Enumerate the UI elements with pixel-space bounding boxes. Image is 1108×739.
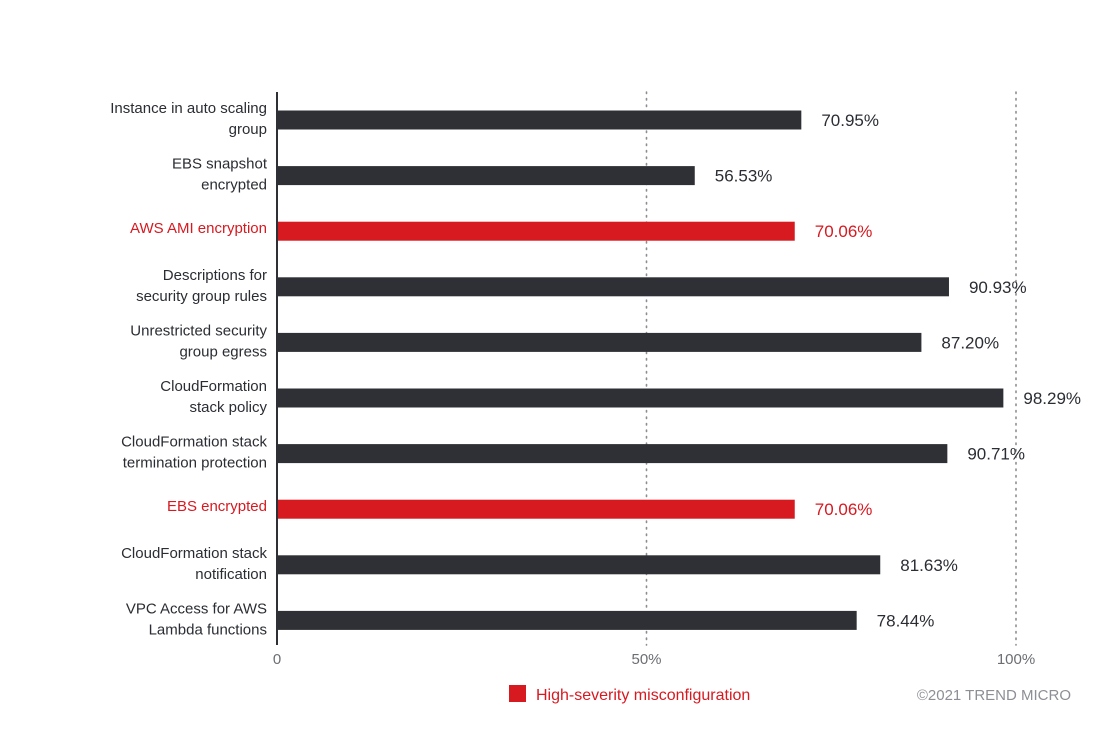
category-label-line: EBS encrypted <box>167 498 267 515</box>
bar <box>277 166 695 186</box>
category-label-line: stack policy <box>189 399 267 416</box>
category-label: Unrestricted security group egress <box>130 322 267 360</box>
legend: High-severity misconfiguration <box>509 685 750 704</box>
category-labels: Instance in auto scaling group EBS snapsho… <box>110 100 268 638</box>
category-label-line: EBS snapshot <box>172 156 268 173</box>
bar <box>277 610 857 630</box>
category-label-line: termination protection <box>123 455 267 472</box>
bar <box>277 221 795 241</box>
value-label: 70.06% <box>815 222 873 241</box>
bar <box>277 555 881 575</box>
category-label-line: notification <box>195 566 267 583</box>
category-label: AWS AMI encryption <box>130 220 267 237</box>
category-label-line: group egress <box>179 343 267 360</box>
value-label: 70.06% <box>815 500 873 519</box>
legend-label-high-severity: High-severity misconfiguration <box>536 687 750 704</box>
category-label: EBS snapshot encrypted <box>172 156 268 194</box>
category-label: CloudFormation stack notification <box>121 545 267 583</box>
x-tick-labels: 0 50% 100% <box>273 651 1035 668</box>
category-label: Descriptions for security group rules <box>136 267 267 305</box>
category-label: CloudFormation stack termination protecti… <box>121 434 267 472</box>
value-label: 90.71% <box>967 445 1025 464</box>
bars <box>277 110 1004 630</box>
category-label-line: CloudFormation stack <box>121 434 267 451</box>
value-label: 98.29% <box>1023 389 1081 408</box>
category-label: Instance in auto scaling group <box>110 100 267 138</box>
category-label: VPC Access for AWS Lambda functions <box>126 600 267 638</box>
value-label: 70.95% <box>821 111 879 130</box>
value-label: 81.63% <box>900 556 958 575</box>
bar <box>277 444 948 464</box>
bar <box>277 332 922 352</box>
category-label-line: VPC Access for AWS <box>126 600 267 617</box>
legend-swatch-high-severity <box>509 685 526 702</box>
category-label-line: AWS AMI encryption <box>130 220 267 237</box>
bar <box>277 110 802 130</box>
bar <box>277 499 795 519</box>
x-tick-label: 0 <box>273 651 281 668</box>
bar <box>277 277 949 297</box>
x-tick-label: 50% <box>631 651 661 668</box>
bar <box>277 388 1004 408</box>
category-label-line: group <box>229 121 267 138</box>
category-label-line: CloudFormation <box>160 378 267 395</box>
value-label: 90.93% <box>969 278 1027 297</box>
category-label-line: Descriptions for <box>163 267 267 284</box>
copyright-credit: ©2021 TREND MICRO <box>917 687 1071 704</box>
category-label-line: Unrestricted security <box>130 322 267 339</box>
x-tick-label: 100% <box>997 651 1035 668</box>
category-label-line: security group rules <box>136 288 267 305</box>
category-label: CloudFormation stack policy <box>160 378 267 416</box>
category-label-line: CloudFormation stack <box>121 545 267 562</box>
value-label: 87.20% <box>941 333 999 352</box>
category-label: EBS encrypted <box>167 498 267 515</box>
category-label-line: encrypted <box>201 177 267 194</box>
value-labels: 70.95% 56.53% 70.06% 90.93% 87.20% 98.29% 90.7… <box>715 111 1081 630</box>
value-label: 56.53% <box>715 167 773 186</box>
category-label-line: Instance in auto scaling <box>110 100 267 117</box>
category-label-line: Lambda functions <box>149 621 267 638</box>
value-label: 78.44% <box>877 611 935 630</box>
